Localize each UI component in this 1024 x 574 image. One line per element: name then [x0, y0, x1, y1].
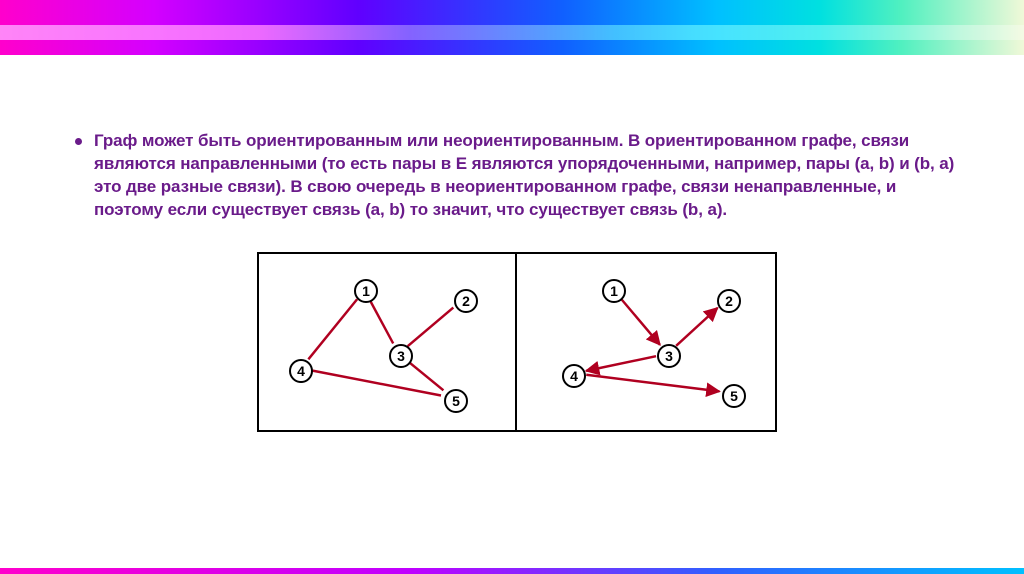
graph-node: 4 — [562, 364, 586, 388]
header-highlight-stripe — [0, 25, 1024, 40]
graph-node: 5 — [722, 384, 746, 408]
bullet-item: Граф может быть ориентированным или неор… — [75, 130, 959, 222]
header-gradient-bar — [0, 0, 1024, 55]
graph-node: 2 — [454, 289, 478, 313]
graph-node: 1 — [602, 279, 626, 303]
graph-node: 2 — [717, 289, 741, 313]
graph-node: 4 — [289, 359, 313, 383]
paragraph-text: Граф может быть ориентированным или неор… — [94, 130, 959, 222]
directed-graph-box: 1 2 3 4 5 — [517, 252, 777, 432]
graph-node: 5 — [444, 389, 468, 413]
bullet-dot — [75, 138, 82, 145]
graph-node: 3 — [389, 344, 413, 368]
footer-gradient-bar — [0, 568, 1024, 574]
figures-row: 1 2 3 4 5 1 2 3 4 5 — [75, 252, 959, 432]
slide-content: Граф может быть ориентированным или неор… — [75, 130, 959, 432]
graph-node: 1 — [354, 279, 378, 303]
graph-node: 3 — [657, 344, 681, 368]
undirected-edges — [259, 254, 515, 430]
undirected-graph-box: 1 2 3 4 5 — [257, 252, 517, 432]
